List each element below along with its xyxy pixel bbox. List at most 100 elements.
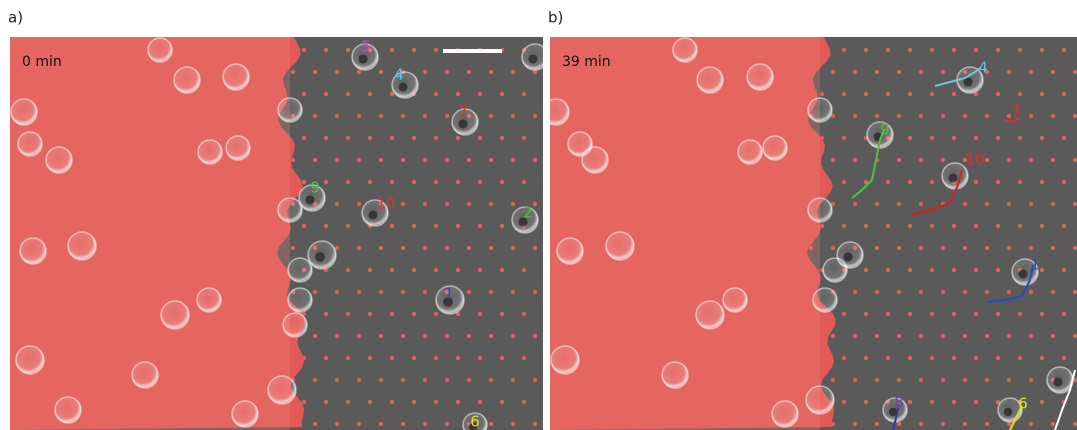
pattern-dot xyxy=(445,334,449,338)
pattern-dot xyxy=(445,70,449,74)
pattern-dot xyxy=(1062,180,1066,184)
cell-core xyxy=(315,252,325,262)
pattern-dot xyxy=(346,180,350,184)
pattern-dot xyxy=(1040,180,1044,184)
pattern-dot xyxy=(1029,290,1033,294)
pattern-dot xyxy=(335,70,339,74)
pattern-dot xyxy=(1040,224,1044,228)
cell xyxy=(278,98,302,122)
pattern-dot xyxy=(511,378,515,382)
pattern-dot xyxy=(434,400,438,404)
cell xyxy=(278,198,302,222)
pattern-dot xyxy=(875,114,879,118)
pattern-dot xyxy=(1018,92,1022,96)
pattern-dot xyxy=(875,422,879,426)
cell xyxy=(551,346,579,374)
pattern-dot xyxy=(1051,202,1055,206)
pattern-dot xyxy=(919,246,923,250)
pattern-dot xyxy=(1018,48,1022,52)
cell xyxy=(288,258,312,282)
pattern-dot xyxy=(875,378,879,382)
pattern-dot xyxy=(445,246,449,250)
cell xyxy=(723,288,747,312)
pattern-dot xyxy=(875,290,879,294)
pattern-dot xyxy=(379,290,383,294)
time-label: 39 min xyxy=(562,54,611,70)
pattern-dot xyxy=(864,356,868,360)
pattern-dot xyxy=(1073,246,1077,250)
pattern-dot xyxy=(346,312,350,316)
pattern-dot xyxy=(401,114,405,118)
pattern-dot xyxy=(401,378,405,382)
pattern-dot xyxy=(941,246,945,250)
cell xyxy=(557,238,583,264)
pattern-dot xyxy=(522,268,526,272)
pattern-dot xyxy=(324,356,328,360)
pattern-dot xyxy=(401,422,405,426)
pattern-dot xyxy=(985,114,989,118)
pattern-dot xyxy=(390,224,394,228)
pattern-dot xyxy=(478,180,482,184)
pattern-dot xyxy=(467,202,471,206)
pattern-dot xyxy=(1029,246,1033,250)
pattern-dot xyxy=(919,158,923,162)
pattern-dot xyxy=(930,356,934,360)
pattern-dot xyxy=(952,268,956,272)
pattern-dot xyxy=(302,92,306,96)
pattern-dot xyxy=(908,400,912,404)
pattern-dot xyxy=(941,114,945,118)
pattern-dot xyxy=(1029,378,1033,382)
pattern-dot xyxy=(346,356,350,360)
pattern-dot xyxy=(522,400,526,404)
pattern-dot xyxy=(1018,136,1022,140)
pattern-dot xyxy=(346,92,350,96)
pattern-dot xyxy=(368,312,372,316)
pattern-dot xyxy=(908,312,912,316)
pattern-dot xyxy=(996,356,1000,360)
pattern-dot xyxy=(522,312,526,316)
cell-label: 7 xyxy=(1011,103,1021,121)
pattern-dot xyxy=(919,334,923,338)
pattern-dot xyxy=(467,290,471,294)
cell xyxy=(738,140,762,164)
pattern-dot xyxy=(511,202,515,206)
pattern-dot xyxy=(996,180,1000,184)
pattern-dot xyxy=(1018,180,1022,184)
pattern-dot xyxy=(357,290,361,294)
pattern-dot xyxy=(831,378,835,382)
pattern-dot xyxy=(379,422,383,426)
pattern-dot xyxy=(831,70,835,74)
pattern-dot xyxy=(324,136,328,140)
pattern-dot xyxy=(390,312,394,316)
pattern-dot xyxy=(489,334,493,338)
pattern-dot xyxy=(1073,290,1077,294)
pattern-dot xyxy=(379,158,383,162)
pattern-dot xyxy=(456,224,460,228)
pattern-dot xyxy=(952,136,956,140)
pattern-dot xyxy=(963,290,967,294)
pattern-dot xyxy=(952,92,956,96)
pattern-dot xyxy=(875,70,879,74)
pattern-dot xyxy=(831,158,835,162)
pattern-dot xyxy=(390,180,394,184)
pattern-dot xyxy=(842,180,846,184)
pattern-dot xyxy=(401,334,405,338)
cell xyxy=(11,99,37,125)
pattern-dot xyxy=(533,202,537,206)
pattern-dot xyxy=(1051,290,1055,294)
pattern-dot xyxy=(434,92,438,96)
pattern-dot xyxy=(434,180,438,184)
cell xyxy=(268,376,296,404)
pattern-dot xyxy=(478,356,482,360)
pattern-dot xyxy=(412,136,416,140)
pattern-dot xyxy=(379,246,383,250)
pattern-dot xyxy=(831,334,835,338)
pattern-dot xyxy=(511,290,515,294)
pattern-dot xyxy=(1029,334,1033,338)
pattern-dot xyxy=(412,48,416,52)
pattern-dot xyxy=(985,378,989,382)
pattern-dot xyxy=(908,268,912,272)
pattern-dot xyxy=(357,202,361,206)
pattern-dot xyxy=(368,356,372,360)
pattern-dot xyxy=(897,158,901,162)
